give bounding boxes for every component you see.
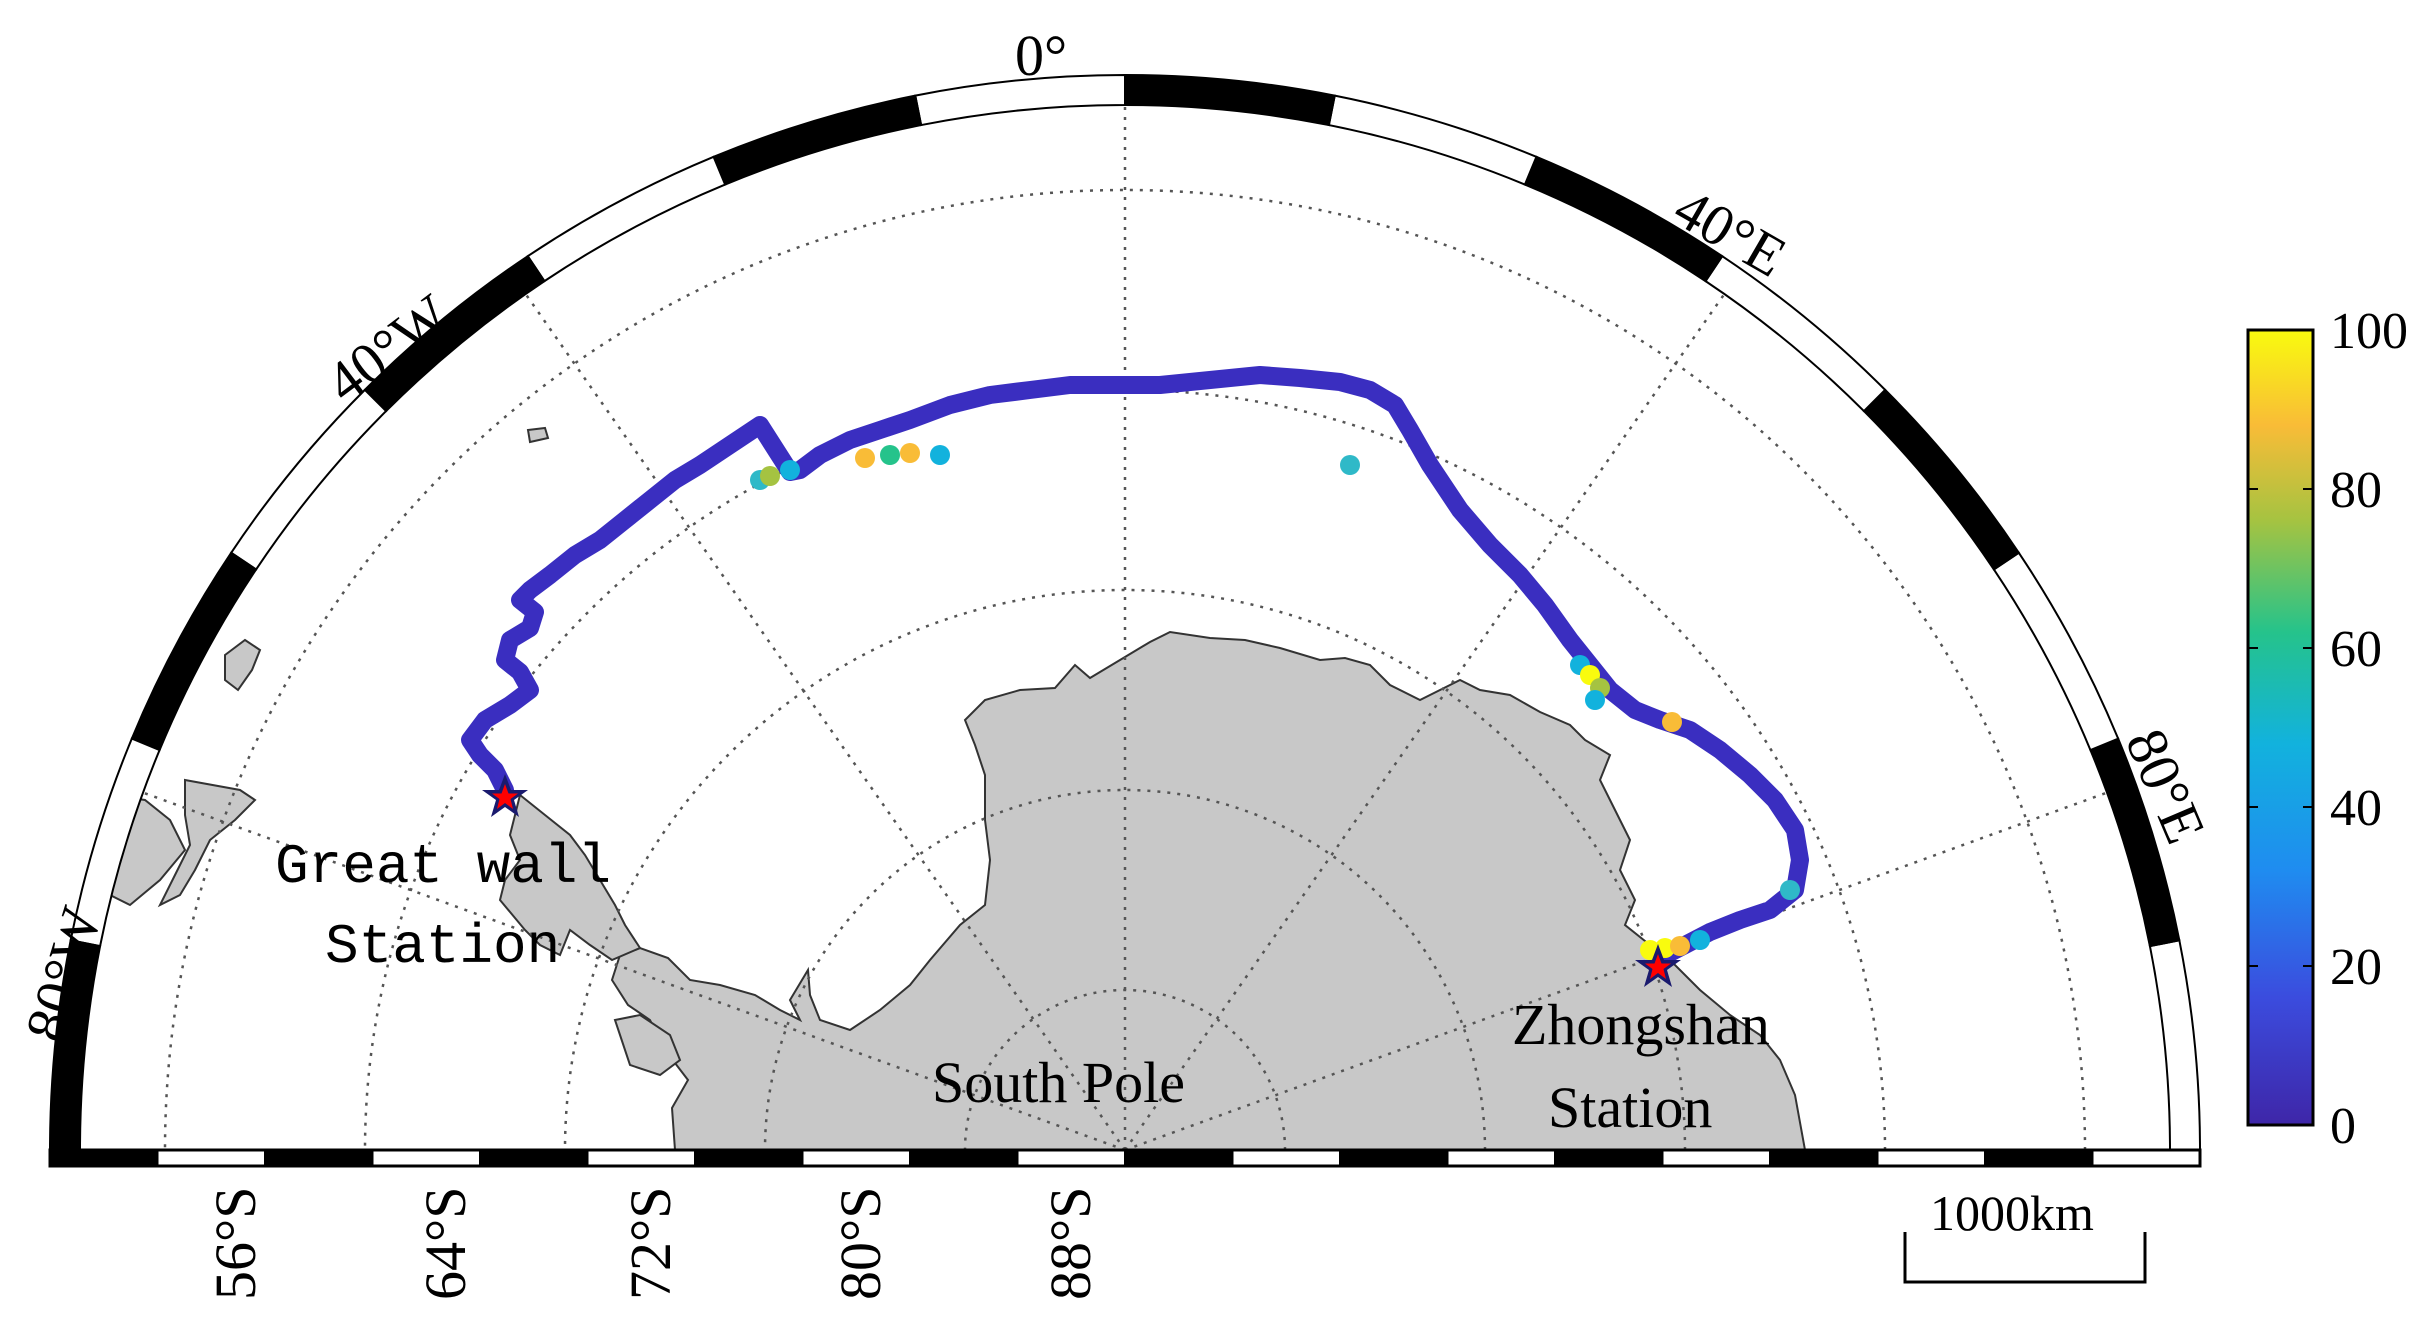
scale-bar-label: 1000km (1930, 1185, 2094, 1241)
great-wall-label-line2: Station (325, 915, 560, 979)
lon-label-80w: 80°W (12, 900, 114, 1049)
scale-bar: 1000km (1903, 1185, 2147, 1284)
island-south-shetland (613, 1013, 682, 1077)
south-pole-label: South Pole (932, 1050, 1185, 1115)
colorbar-tick-80: 80 (2330, 462, 2382, 519)
antarctic-peninsula (498, 793, 642, 962)
island-south-georgia (224, 638, 262, 692)
great-wall-station-marker (482, 774, 528, 817)
colorbar-gradient (2246, 328, 2315, 1127)
south-america-tip-2 (157, 778, 257, 908)
great-wall-label-line1: Great wall (275, 835, 611, 899)
colorbar-tick-60: 60 (2330, 621, 2382, 678)
colorbar-tick-20: 20 (2330, 939, 2382, 996)
cruise-track (461, 366, 1809, 967)
colorbar-tick-100: 100 (2330, 303, 2408, 360)
map-frame (48, 73, 2202, 1168)
zhongshan-label-line2: Station (1548, 1075, 1712, 1140)
colorbar-tick-40: 40 (2330, 780, 2382, 837)
lat-label-72s: 72°S (618, 1187, 683, 1300)
zhongshan-station-marker (1635, 944, 1681, 987)
lat-label-64s: 64°S (413, 1187, 478, 1300)
colorbar: 0 20 40 60 80 100 (2246, 303, 2408, 1155)
lat-label-56s: 56°S (203, 1187, 268, 1300)
lat-label-80s: 80°S (828, 1187, 893, 1300)
zhongshan-label-line1: Zhongshan (1512, 992, 1770, 1057)
colorbar-tick-0: 0 (2330, 1098, 2356, 1155)
antarctica-continent (610, 630, 1807, 1150)
lat-label-88s: 88°S (1038, 1187, 1103, 1300)
lon-label-0: 0° (1015, 23, 1067, 88)
island-small-1 (526, 426, 550, 444)
